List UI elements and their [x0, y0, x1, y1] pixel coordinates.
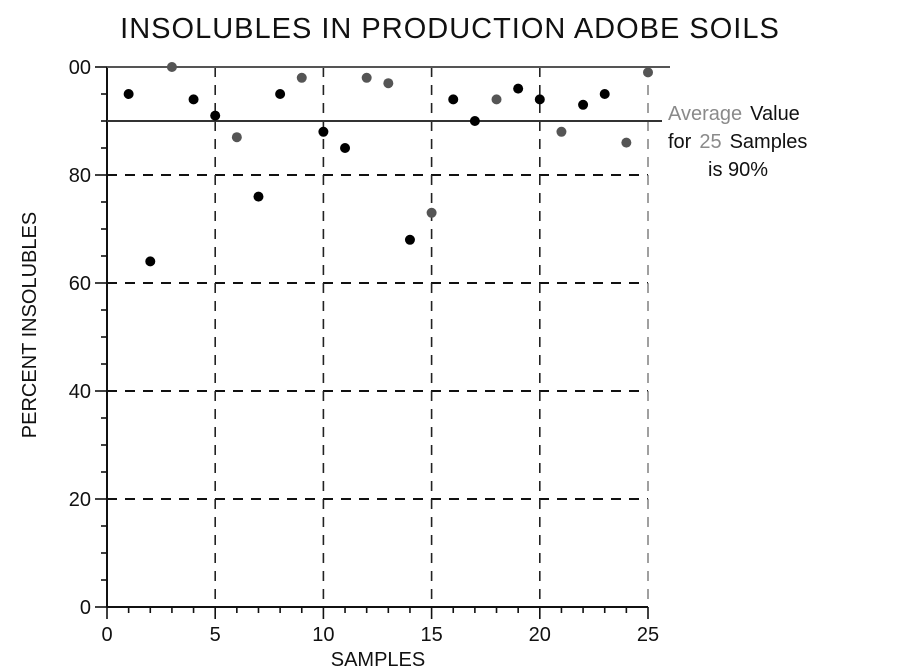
y-tick-label: 60: [69, 273, 91, 295]
x-tick-label: 20: [529, 624, 551, 646]
y-axis-label: PERCENT INSOLUBLES: [19, 212, 41, 438]
chart-title: INSOLUBLES IN PRODUCTION ADOBE SOILS: [120, 13, 780, 45]
y-tick-label: 0: [80, 597, 91, 619]
average-annotation: Average Value for 25 Samples is 90%: [668, 103, 807, 181]
y-tick-label: 80: [69, 165, 91, 187]
data-point: [231, 132, 242, 143]
data-point: [643, 67, 653, 78]
y-tick-label: 00: [69, 57, 91, 79]
data-point: [188, 94, 199, 105]
data-point: [145, 256, 156, 267]
data-point: [513, 83, 524, 94]
annotation-line-3: is 90%: [708, 159, 768, 181]
data-point: [556, 126, 567, 137]
data-point: [578, 99, 589, 110]
data-point: [621, 137, 632, 148]
y-tick-label: 20: [69, 489, 91, 511]
data-point: [253, 191, 264, 202]
annotation-samples-word: Samples: [730, 131, 808, 153]
data-point: [318, 126, 329, 137]
annotation-count: 25: [699, 131, 721, 153]
data-point: [404, 234, 415, 245]
data-point: [469, 116, 480, 126]
data-point: [491, 94, 502, 105]
x-axis-label: SAMPLES: [331, 649, 425, 671]
annotation-value-word: Value: [750, 103, 800, 125]
data-point: [123, 89, 134, 99]
x-tick-label: 0: [101, 624, 112, 646]
data-point: [361, 72, 372, 83]
data-point: [296, 72, 307, 83]
x-tick-label: 5: [210, 624, 221, 646]
data-point: [448, 94, 459, 105]
annotation-average-word: Average: [668, 103, 742, 125]
plot-frame: [106, 66, 670, 608]
data-point: [340, 143, 351, 153]
annotation-line-2: for 25 Samples: [668, 131, 807, 153]
y-tick-label: 40: [69, 381, 91, 403]
data-point: [534, 94, 545, 105]
data-point: [426, 207, 437, 218]
x-tick-label: 25: [637, 624, 659, 646]
annotation-line-1: Average Value: [668, 103, 800, 125]
data-point: [383, 78, 394, 89]
x-tick-label: 15: [420, 624, 442, 646]
data-point: [166, 62, 177, 72]
x-tick-label: 10: [312, 624, 334, 646]
grid: [107, 67, 649, 607]
data-points: [123, 62, 653, 267]
annotation-for-word: for: [668, 131, 692, 153]
data-point: [210, 110, 221, 121]
data-point: [599, 89, 610, 99]
data-point: [275, 89, 286, 99]
